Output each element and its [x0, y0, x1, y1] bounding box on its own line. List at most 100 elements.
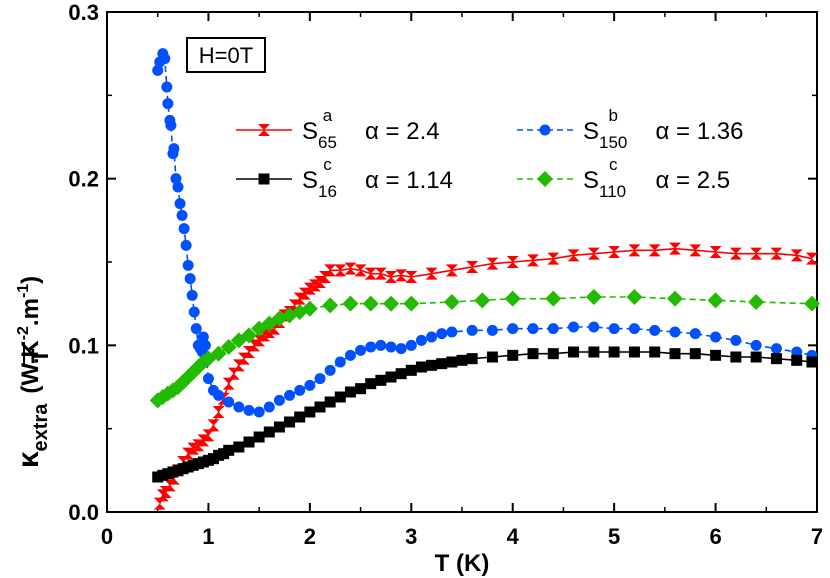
x-tick-label: 5: [608, 524, 620, 549]
data-point: [568, 346, 580, 358]
data-point: [567, 249, 580, 262]
data-point: [344, 386, 356, 398]
plot-frame: [106, 11, 818, 513]
data-point: [750, 247, 763, 260]
data-point: [222, 377, 235, 390]
data-point: [223, 444, 235, 456]
data-point: [187, 442, 200, 455]
data-point: [304, 406, 316, 418]
annotation-text: H=0T: [199, 43, 253, 68]
data-point: [504, 290, 521, 307]
data-point: [585, 289, 602, 305]
data-point: [308, 279, 321, 292]
data-point: [770, 247, 783, 260]
data-point: [669, 242, 681, 255]
data-point: [588, 346, 600, 358]
data-point: [669, 348, 681, 360]
data-point: [547, 252, 560, 265]
data-point: [375, 374, 387, 386]
data-point: [190, 323, 202, 335]
data-point: [365, 378, 377, 390]
legend-entry-s65: S 65 a α = 2.4: [236, 106, 440, 152]
data-point: [284, 416, 296, 428]
data-point: [445, 264, 458, 277]
y-units-m-exp: -1: [15, 284, 32, 298]
data-point: [174, 198, 186, 210]
data-point: [395, 269, 408, 282]
data-point: [415, 334, 427, 346]
data-point: [709, 246, 722, 258]
data-point: [233, 401, 245, 413]
annotation: H=0T: [186, 37, 266, 73]
x-tick-label: 4: [507, 524, 520, 549]
data-point: [466, 261, 479, 273]
data-point: [474, 292, 491, 309]
data-point: [168, 143, 180, 155]
data-point: [405, 339, 417, 351]
data-point: [507, 349, 519, 361]
data-point: [162, 98, 174, 110]
annotation-box: [186, 37, 266, 73]
data-point: [436, 328, 448, 340]
data-point: [790, 249, 803, 262]
data-point: [486, 351, 498, 363]
data-point: [506, 256, 519, 268]
data-point: [374, 267, 387, 280]
data-point: [385, 371, 397, 383]
series-layer: [149, 48, 820, 510]
data-point: [628, 244, 641, 257]
x-tick-label: 2: [304, 524, 316, 549]
legend-label: S: [583, 167, 599, 194]
data-point: [770, 343, 782, 355]
data-point: [415, 361, 427, 373]
data-point: [669, 326, 681, 338]
data-point: [383, 295, 399, 312]
data-point: [730, 334, 742, 346]
x-tick-label: 1: [202, 524, 214, 549]
legend-superscript: c: [323, 155, 332, 174]
data-point: [199, 339, 211, 351]
series-s110: [149, 289, 820, 409]
data-point: [507, 323, 519, 335]
data-point: [197, 434, 210, 447]
legend-marker: [258, 173, 270, 185]
data-point: [210, 345, 227, 362]
data-point: [344, 349, 356, 361]
legend-alpha: α = 2.5: [656, 167, 731, 194]
data-point: [197, 331, 209, 343]
data-point: [314, 373, 326, 385]
y-tick-label: 0.3: [68, 0, 99, 25]
legend-entry-s16: S 16 c α = 1.14: [236, 155, 453, 201]
data-point: [750, 339, 762, 351]
data-point: [253, 431, 265, 443]
data-point: [608, 323, 620, 335]
y-tick-label: 0.2: [68, 167, 99, 192]
data-point: [223, 396, 235, 408]
data-point: [568, 321, 580, 333]
data-point: [334, 356, 346, 368]
data-point: [443, 294, 460, 310]
data-point: [293, 292, 306, 305]
data-point: [301, 300, 318, 317]
data-point: [426, 331, 438, 343]
data-point: [172, 181, 184, 193]
data-point: [375, 339, 387, 351]
legend-label: S: [583, 118, 599, 145]
y-denominator: T: [27, 348, 54, 363]
data-point: [344, 262, 357, 275]
y-units-k-exp: -2: [15, 326, 32, 340]
data-point: [805, 252, 818, 265]
data-point: [324, 396, 336, 408]
x-tick-label: 0: [101, 524, 113, 549]
data-point: [362, 295, 379, 312]
data-point: [486, 257, 499, 270]
data-point: [689, 244, 702, 257]
x-tick-label: 6: [709, 524, 721, 549]
data-point: [161, 81, 173, 93]
data-point: [667, 290, 683, 307]
data-point: [527, 348, 539, 360]
y-axis-title: κextra (W.K-2.m-1): [12, 276, 52, 468]
data-point: [202, 373, 214, 385]
data-point: [273, 421, 285, 433]
